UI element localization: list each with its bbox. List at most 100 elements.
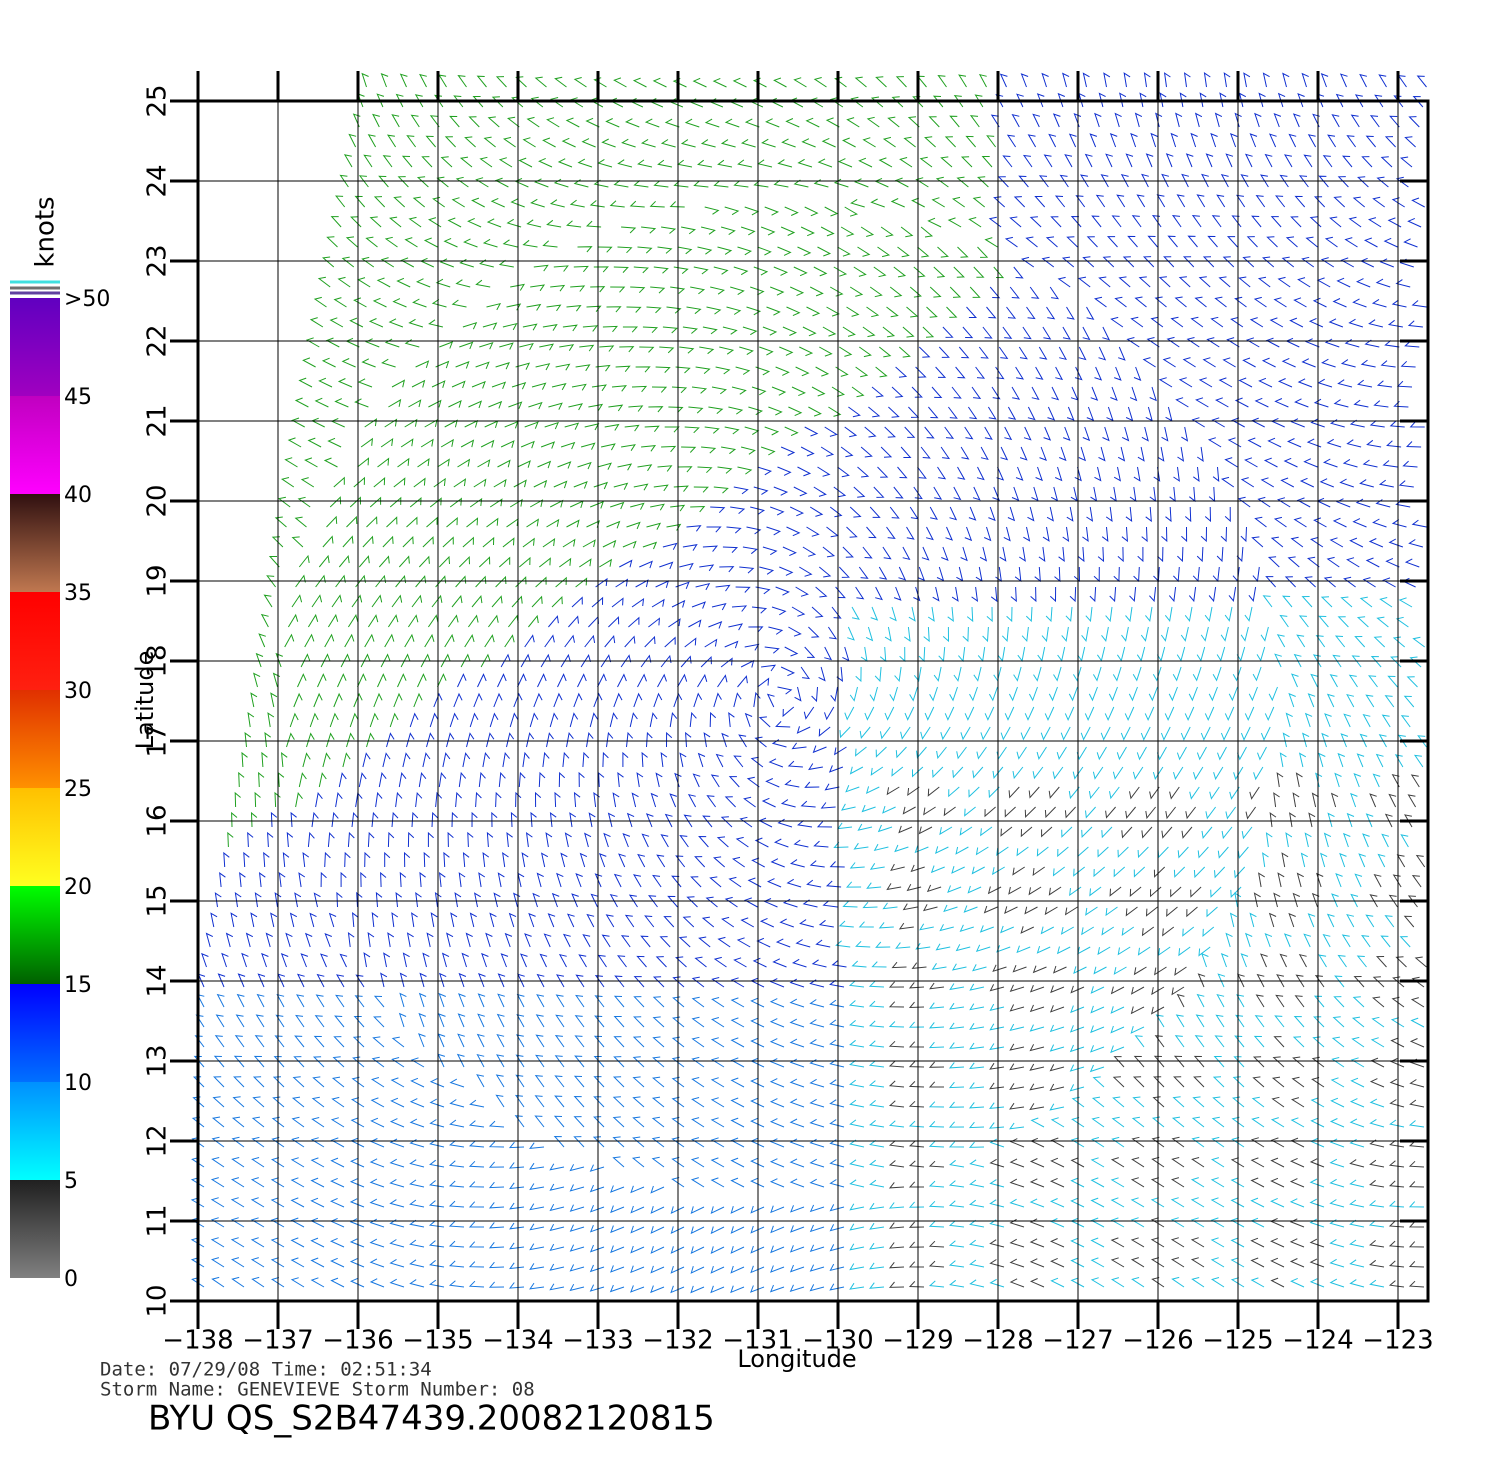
y-tick-label: 18 <box>143 644 173 677</box>
wind-barb <box>1121 526 1128 543</box>
wind-barb <box>1131 215 1142 228</box>
wind-barb <box>355 974 365 988</box>
wind-barb <box>771 606 787 616</box>
wind-barb <box>409 1199 425 1208</box>
wind-barb <box>1091 215 1102 228</box>
wind-barb <box>1259 953 1268 968</box>
wind-barb <box>1288 692 1296 708</box>
wind-barb <box>1077 946 1091 955</box>
wind-barb <box>277 771 285 788</box>
wind-barb <box>888 406 900 418</box>
wind-barb <box>1008 786 1020 799</box>
wind-barb <box>848 406 861 418</box>
wind-barb <box>833 178 849 188</box>
wind-barb <box>693 266 709 275</box>
wind-barb <box>1082 72 1090 88</box>
wind-barb <box>290 1197 305 1208</box>
wind-barb <box>911 386 923 398</box>
wind-barb <box>930 865 945 874</box>
wind-barb <box>565 117 580 128</box>
wind-barb <box>1090 1025 1105 1034</box>
wind-barb <box>850 96 864 108</box>
wind-barb <box>928 1240 945 1248</box>
wind-barb <box>614 975 625 988</box>
wind-barb <box>510 283 526 291</box>
wind-barb <box>948 1180 965 1188</box>
wind-barb <box>949 115 960 128</box>
wind-barb <box>475 361 490 369</box>
wind-barb <box>423 237 438 248</box>
wind-barb <box>568 615 579 628</box>
wind-barb <box>710 1077 725 1088</box>
wind-barb <box>329 712 339 728</box>
wind-barb <box>1324 236 1338 248</box>
wind-barb <box>1395 176 1409 188</box>
wind-barb <box>1086 236 1098 248</box>
wind-barb <box>270 811 278 828</box>
wind-barb <box>426 932 434 948</box>
wind-barb <box>1417 735 1427 748</box>
wind-barb <box>926 306 938 318</box>
wind-barb <box>1353 773 1361 788</box>
wind-barb <box>1120 173 1129 188</box>
wind-barb <box>366 516 378 528</box>
wind-barb <box>1282 595 1293 608</box>
wind-barb <box>1336 277 1351 288</box>
wind-barb <box>775 366 790 376</box>
wind-barb <box>395 575 407 588</box>
wind-barb <box>948 1062 965 1069</box>
wind-barb <box>438 992 446 1008</box>
wind-barb <box>650 1285 665 1294</box>
wind-barb <box>1253 296 1267 308</box>
wind-barb <box>1334 975 1345 988</box>
wind-barb <box>1133 566 1140 583</box>
grid <box>170 71 1430 1329</box>
wind-barb <box>1340 257 1355 268</box>
wind-barb <box>593 1076 605 1088</box>
wind-barb <box>542 538 556 548</box>
wind-barb <box>1276 497 1291 508</box>
wind-barb <box>1090 1157 1105 1168</box>
wind-barb <box>1092 666 1102 682</box>
wind-barb <box>1154 1035 1165 1048</box>
wind-barb <box>369 1158 385 1168</box>
wind-barb <box>690 1157 705 1168</box>
wind-barb <box>433 477 446 488</box>
wind-barb <box>316 973 325 988</box>
wind-barb <box>928 1041 945 1049</box>
wind-barb <box>713 692 722 708</box>
wind-barb <box>824 706 835 721</box>
wind-barb <box>1291 1076 1305 1088</box>
wind-barb <box>1276 772 1284 788</box>
wind-barb <box>423 851 430 868</box>
wind-barb <box>610 286 626 293</box>
wind-barb <box>486 517 499 528</box>
wind-barb <box>969 1159 985 1168</box>
wind-barb <box>670 1265 685 1274</box>
wind-barb <box>1236 994 1245 1008</box>
wind-barb <box>986 606 993 623</box>
wind-barb <box>898 922 914 930</box>
wind-barb <box>543 933 552 948</box>
wind-barb <box>849 1020 865 1028</box>
wind-barb <box>1388 1200 1405 1208</box>
wind-barb <box>769 1058 785 1068</box>
wind-barb <box>524 933 532 948</box>
wind-barb <box>1373 400 1389 408</box>
wind-barb <box>977 246 989 258</box>
wind-barb <box>540 653 551 668</box>
wind-barb <box>790 1205 805 1213</box>
wind-barb <box>719 566 735 573</box>
wind-barb <box>1221 826 1233 840</box>
wind-barb <box>1265 337 1280 348</box>
wind-barb <box>292 1076 305 1088</box>
wind-barb <box>517 460 531 468</box>
wind-barb <box>518 771 526 788</box>
wind-barb <box>205 932 214 948</box>
wind-barb <box>1277 872 1285 888</box>
wind-barb <box>1207 437 1222 448</box>
wind-barb <box>284 633 295 648</box>
wind-barb <box>1050 1117 1065 1128</box>
wind-barb <box>1093 966 1107 975</box>
wind-barb <box>1058 346 1067 361</box>
